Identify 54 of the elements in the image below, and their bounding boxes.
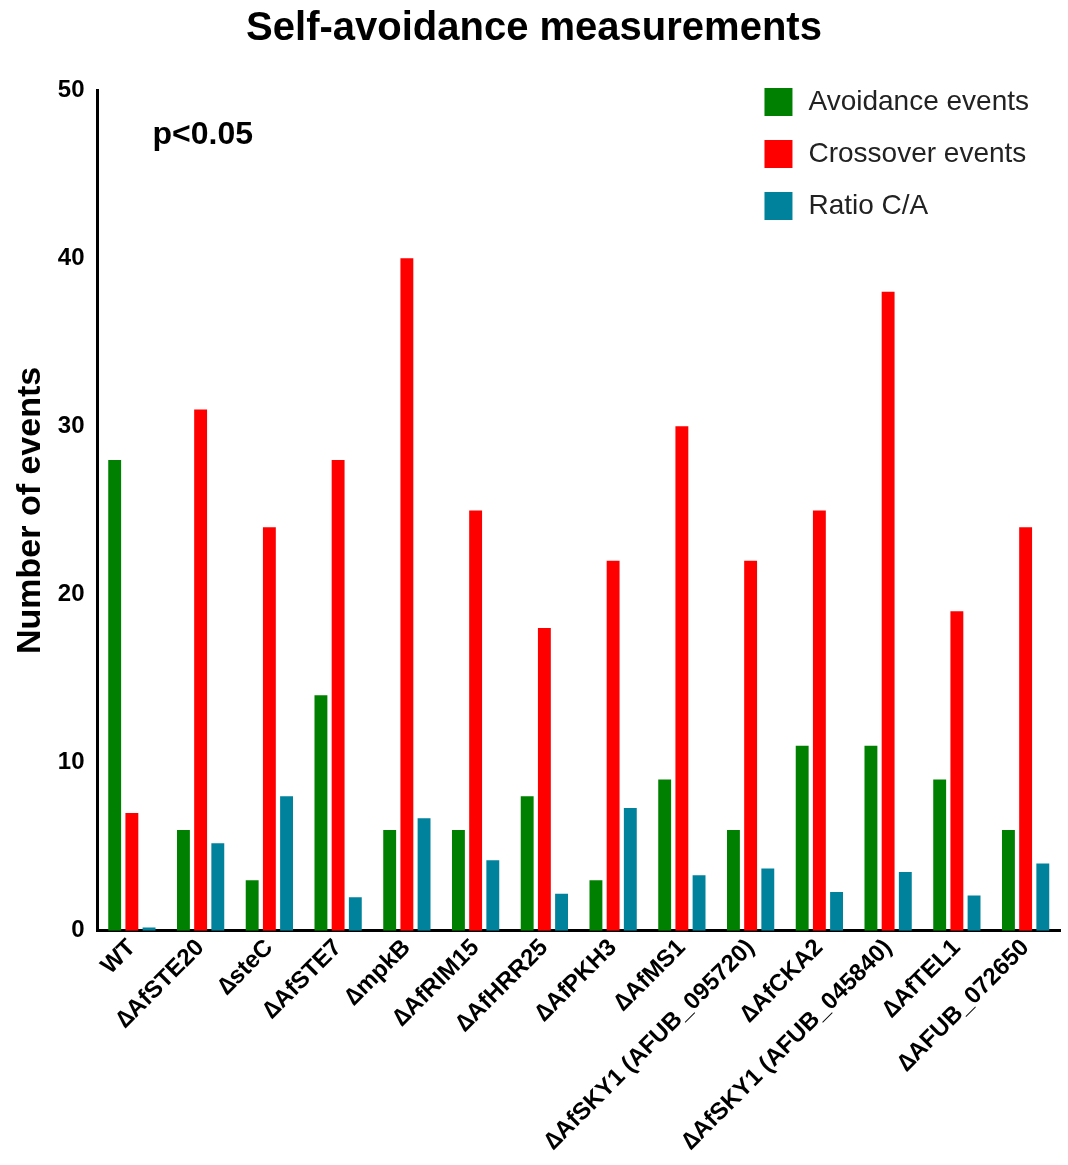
y-tick-label: 20	[57, 579, 85, 607]
bar	[245, 880, 259, 931]
bar	[950, 611, 964, 931]
bar	[658, 779, 672, 931]
bar	[675, 426, 689, 931]
bar	[262, 527, 276, 931]
bar	[692, 875, 706, 931]
bar	[280, 796, 293, 931]
bar	[933, 779, 947, 931]
chart-title: Self-avoidance measurements	[245, 4, 823, 50]
bar	[726, 829, 740, 931]
bar	[744, 560, 758, 931]
bar	[812, 510, 826, 931]
bar	[761, 868, 775, 931]
bar	[469, 510, 483, 931]
bar	[1001, 829, 1015, 931]
bar	[314, 695, 328, 931]
bar	[606, 560, 620, 931]
bar	[589, 880, 603, 931]
bar	[520, 796, 534, 931]
bar	[555, 893, 569, 931]
y-axis-title: Number of events	[8, 366, 47, 654]
y-tick-label: 10	[57, 747, 85, 775]
y-tick-label: 30	[57, 410, 85, 438]
y-tick-label: 0	[71, 915, 85, 943]
bar	[795, 745, 809, 931]
bar	[864, 745, 878, 931]
bar	[830, 892, 844, 931]
bar	[348, 897, 362, 931]
bar	[623, 808, 637, 931]
bar	[486, 860, 500, 931]
bar	[1036, 863, 1050, 931]
bar	[331, 459, 345, 931]
bar	[142, 927, 156, 931]
bar	[537, 628, 551, 931]
y-tick-label: 50	[57, 74, 85, 102]
bar	[125, 813, 139, 931]
bar	[1019, 527, 1033, 931]
bar	[417, 818, 431, 931]
bar	[967, 895, 981, 931]
bar	[400, 258, 414, 931]
bar	[194, 409, 208, 931]
legend-label: Crossover events	[808, 136, 1027, 168]
bar	[211, 843, 225, 931]
bar	[108, 459, 122, 931]
bar	[881, 291, 895, 931]
bar	[176, 829, 190, 931]
bar	[451, 829, 465, 931]
bar	[898, 871, 912, 931]
bar	[383, 829, 397, 931]
legend-label: Ratio C/A	[808, 188, 929, 220]
y-tick-label: 40	[57, 242, 85, 270]
legend-label: Avoidance events	[808, 84, 1029, 116]
annotation: p<0.05	[152, 114, 254, 151]
